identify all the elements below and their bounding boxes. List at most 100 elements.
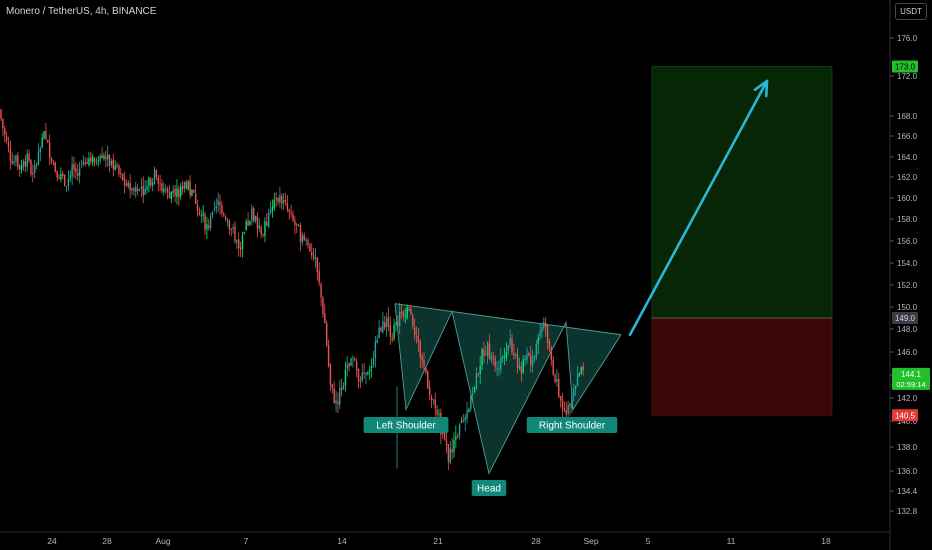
pattern-area bbox=[395, 303, 621, 474]
candle bbox=[475, 367, 478, 391]
candle bbox=[4, 125, 6, 143]
candle-body bbox=[267, 212, 270, 228]
candle-body bbox=[266, 222, 268, 226]
candle-body bbox=[556, 379, 558, 382]
candle bbox=[136, 184, 139, 196]
candle-body bbox=[569, 403, 571, 407]
candle bbox=[183, 181, 186, 193]
time-axis[interactable]: 24 28 Aug 7 14 21 28 Sep 5 11 18 bbox=[0, 531, 890, 546]
price-axis[interactable]: 176.0 172.0 168.0 166.0 164.0 162.0 160.0 158.0… bbox=[889, 0, 930, 550]
candle bbox=[460, 416, 463, 424]
candle-body bbox=[146, 186, 148, 190]
candle bbox=[163, 182, 165, 197]
candle bbox=[249, 220, 251, 226]
candle-body bbox=[159, 183, 161, 185]
candle-body bbox=[419, 341, 421, 358]
candle-body bbox=[479, 365, 481, 374]
candle bbox=[526, 347, 528, 364]
candle bbox=[150, 177, 152, 189]
candle bbox=[350, 357, 352, 366]
candle-body bbox=[316, 257, 319, 272]
candle-body bbox=[488, 343, 491, 360]
candle-body bbox=[279, 194, 281, 203]
candle bbox=[221, 201, 223, 217]
currency-button[interactable]: USDT bbox=[895, 3, 927, 20]
candle-body bbox=[170, 191, 173, 199]
chart-title: Monero / TetherUS, 4h, BINANCE bbox=[6, 6, 157, 17]
candle-body bbox=[245, 221, 247, 231]
candle bbox=[468, 408, 470, 413]
candle bbox=[78, 161, 81, 184]
entry-price-badge: 149.0 bbox=[892, 312, 918, 324]
price-tick-label: 146.0 bbox=[897, 348, 918, 357]
candle bbox=[191, 188, 193, 197]
candle bbox=[419, 339, 421, 368]
candle bbox=[247, 212, 249, 227]
candle bbox=[331, 383, 334, 394]
candle-body bbox=[344, 369, 347, 386]
candle bbox=[135, 181, 137, 199]
candle-body bbox=[391, 338, 393, 340]
candle-body bbox=[166, 188, 169, 193]
candle bbox=[241, 231, 244, 258]
candle bbox=[123, 171, 126, 194]
candle-body bbox=[43, 131, 45, 139]
candle-body bbox=[492, 356, 494, 358]
price-tick-label: 160.0 bbox=[897, 194, 918, 203]
candle-body bbox=[363, 372, 365, 374]
candle-body bbox=[296, 223, 298, 225]
candle-body bbox=[178, 188, 180, 198]
candle-body bbox=[30, 160, 32, 175]
candle bbox=[26, 149, 28, 172]
time-tick-label: 14 bbox=[337, 536, 347, 546]
candle-body bbox=[191, 190, 193, 197]
candle bbox=[131, 187, 133, 195]
current-price-text: 144.1 bbox=[901, 370, 922, 379]
candle-body bbox=[275, 198, 277, 200]
candle-body bbox=[50, 157, 53, 162]
candle bbox=[118, 164, 120, 178]
candle bbox=[303, 232, 305, 241]
candle-body bbox=[515, 354, 517, 356]
candle bbox=[189, 175, 191, 199]
candle bbox=[380, 326, 382, 333]
candle bbox=[105, 150, 107, 168]
candle-body bbox=[311, 252, 313, 256]
candle bbox=[382, 311, 384, 334]
candle-body bbox=[423, 360, 425, 366]
candle bbox=[108, 154, 111, 173]
candle bbox=[67, 170, 70, 192]
candle-body bbox=[5, 136, 8, 142]
candle-body bbox=[236, 240, 238, 243]
candle-body bbox=[548, 341, 551, 349]
candle-body bbox=[155, 170, 158, 178]
candle bbox=[166, 186, 169, 200]
candle bbox=[470, 393, 472, 412]
candle bbox=[537, 333, 539, 355]
price-tick-label: 156.0 bbox=[897, 237, 918, 246]
candle-body bbox=[153, 169, 156, 184]
candle bbox=[361, 363, 363, 384]
candle-body bbox=[578, 373, 581, 377]
candle-body bbox=[151, 182, 154, 186]
price-tick-label: 132.8 bbox=[897, 507, 918, 516]
price-tick-label: 140.0 bbox=[897, 417, 918, 426]
target-zone bbox=[651, 66, 833, 319]
candle bbox=[507, 345, 509, 356]
candle bbox=[324, 303, 326, 324]
candle bbox=[471, 386, 474, 402]
candle-body bbox=[427, 371, 429, 389]
candle-body bbox=[239, 247, 242, 250]
candle-body bbox=[241, 235, 244, 249]
candle-body bbox=[357, 368, 360, 382]
candle bbox=[357, 368, 360, 389]
candle bbox=[457, 432, 459, 439]
candle bbox=[421, 352, 423, 369]
stop-price-badge: 140.5 bbox=[892, 409, 918, 422]
candle-body bbox=[232, 227, 234, 229]
candle bbox=[402, 310, 405, 322]
candle bbox=[406, 304, 408, 320]
candle-body bbox=[238, 239, 240, 248]
candle-body bbox=[485, 354, 487, 356]
